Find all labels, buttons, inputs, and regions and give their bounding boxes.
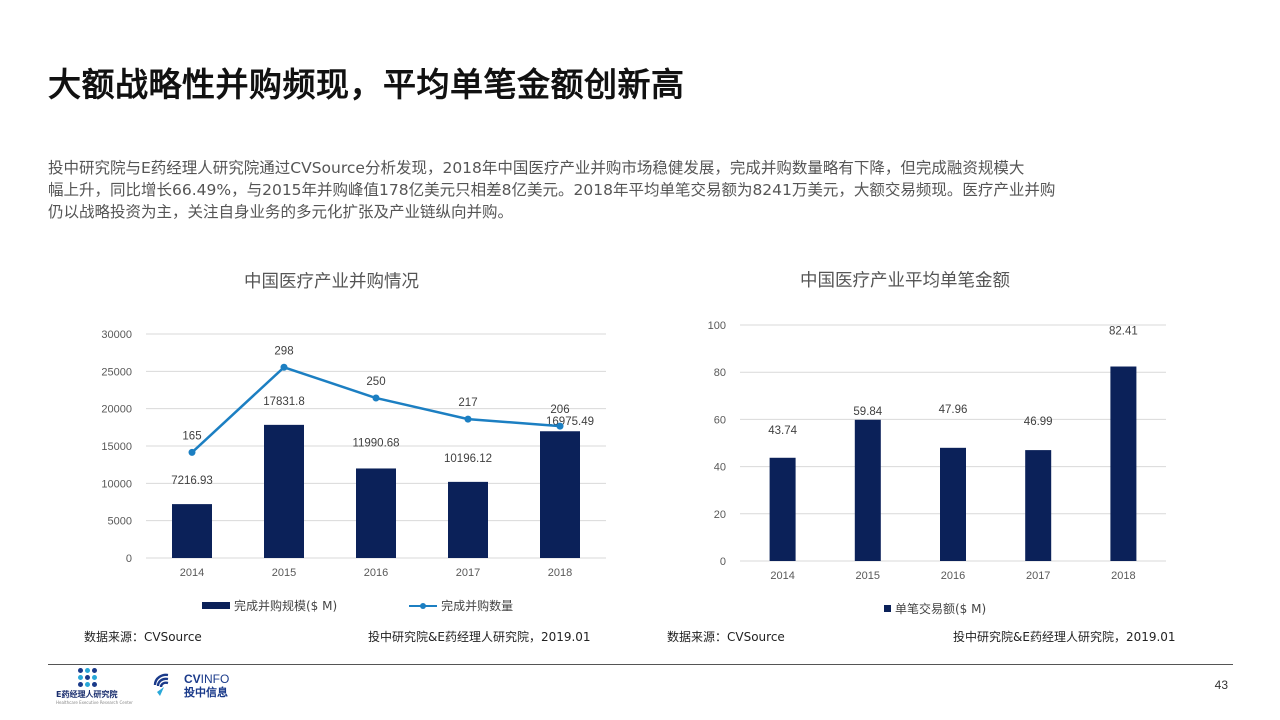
x-tick-label: 2016 [941,570,965,582]
left-chart-title: 中国医疗产业并购情况 [244,272,419,292]
line-data-label: 298 [274,345,293,357]
bar [1025,450,1052,561]
x-tick-label: 2017 [456,567,480,579]
line-point [464,415,472,423]
x-tick-label: 2018 [548,567,572,579]
bar [540,431,580,558]
x-tick-label: 2014 [180,567,204,579]
legend-item-deal-size: 完成并购规模($ M) [202,597,337,614]
e-yao-logo-name: E药经理人研究院 [56,690,118,699]
left-credit-note: 投中研究院&E药经理人研究院，2019.01 [368,630,591,644]
e-yao-logo-dots [78,668,122,687]
x-tick-label: 2017 [1026,570,1050,582]
bar [264,424,304,558]
description-line-1: 投中研究院与E药经理人研究院通过CVSource分析发现，2018年中国医疗产业… [48,159,1025,177]
e-yao-logo: E药经理人研究院 Healthcare Executive Research C… [56,668,133,705]
legend-item-deal-count: 完成并购数量 [409,597,513,614]
bar [940,447,966,561]
line-point [188,448,196,456]
legend-label-deal-size: 完成并购规模($ M) [234,599,338,613]
x-tick-label: 2015 [856,570,880,582]
x-tick-label: 2018 [1111,570,1135,582]
right-source-note: 数据来源：CVSource [667,630,785,644]
y-tick-label: 5000 [108,516,132,528]
x-tick-label: 2016 [364,567,388,579]
right-chart-legend: 单笔交易额($ M) [884,600,986,617]
bar [448,481,488,558]
right-chart: 0 20 40 60 80 100 2014 2015 2016 2017 2018 43.74 59.… [708,320,1166,582]
y-tick-label: 0 [126,553,132,565]
bar-data-label: 17831.8 [263,396,305,408]
description-line-3: 仍以战略投资为主，关注自身业务的多元化扩张及产业链纵向并购。 [48,203,514,221]
left-chart-legend: 完成并购规模($ M) 完成并购数量 [202,597,513,614]
bar-data-label: 11990.68 [352,437,399,449]
x-tick-label: 2015 [272,567,296,579]
left-source-note: 数据来源：CVSource [84,630,202,644]
line-data-label: 217 [458,397,477,409]
legend-label-deal-count: 完成并购数量 [441,599,514,613]
e-yao-logo-subtitle: Healthcare Executive Research Center [56,700,133,705]
y-tick-label: 40 [714,462,726,474]
bar [356,468,396,558]
bar-data-label: 46.99 [1024,416,1053,428]
line-point [280,363,288,371]
legend-item-avg-deal: 单笔交易额($ M) [884,600,986,617]
legend-bar-swatch [884,605,891,612]
bar [854,419,881,561]
bar-data-label: 47.96 [939,404,968,416]
bar [1110,366,1137,561]
description-line-2: 幅上升，同比增长66.49%，与2015年并购峰值178亿美元只相差8亿美元。2… [48,181,1056,199]
right-credit-note: 投中研究院&E药经理人研究院，2019.01 [953,630,1176,644]
description: 投中研究院与E药经理人研究院通过CVSource分析发现，2018年中国医疗产业… [48,157,1238,223]
cvinfo-logo: CVINFO 投中信息 [152,672,229,698]
x-tick-label: 2014 [770,570,794,582]
y-tick-label: 60 [714,414,726,426]
bar-data-label: 43.74 [768,425,797,437]
y-tick-label: 20 [714,509,726,521]
bar-data-label: 7216.93 [171,475,213,487]
y-tick-label: 30000 [101,329,132,341]
bar [769,457,796,561]
y-tick-label: 100 [708,320,726,332]
y-tick-label: 0 [720,556,726,568]
bar-data-label: 82.41 [1109,326,1138,338]
bar [172,504,212,558]
cvinfo-logo-info: INFO [200,671,230,686]
bar-data-label: 59.84 [853,406,882,418]
cvinfo-logo-cv: CV [184,671,201,686]
line-data-label: 250 [366,376,385,388]
right-chart-title: 中国医疗产业平均单笔金额 [800,271,1010,291]
page-number: 43 [1214,678,1228,692]
legend-line-swatch [409,602,438,610]
line-point [556,422,564,430]
left-chart: 0 5000 10000 15000 20000 25000 30000 2014 2015 20… [101,329,606,579]
cvinfo-logo-mark [153,673,169,696]
y-tick-label: 15000 [101,441,132,453]
y-tick-label: 80 [714,367,726,379]
line-point [372,394,380,402]
y-tick-label: 25000 [101,366,132,378]
legend-label-avg-deal: 单笔交易额($ M) [895,602,987,616]
cvinfo-logo-cn: 投中信息 [184,685,228,699]
line-data-label: 206 [550,404,569,416]
footer-divider [48,664,1233,665]
legend-bar-swatch [202,602,230,609]
page-title: 大额战略性并购频现，平均单笔金额创新高 [48,65,685,104]
y-tick-label: 10000 [101,478,132,490]
bar-data-label: 10196.12 [444,453,492,465]
y-tick-label: 20000 [101,404,132,416]
line-data-label: 165 [182,430,201,442]
